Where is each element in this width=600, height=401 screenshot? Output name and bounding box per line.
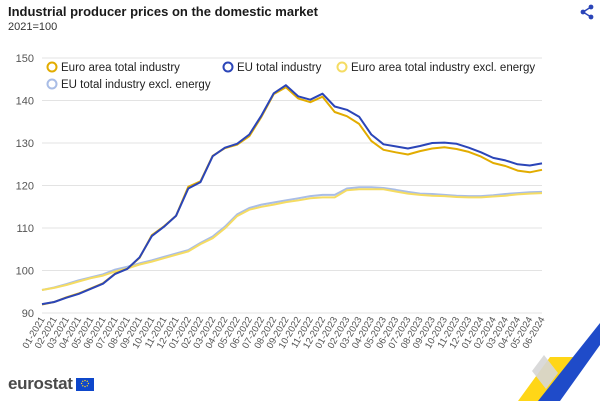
y-tick-label: 90 (22, 308, 34, 320)
legend-marker-0 (46, 61, 58, 73)
chart-subtitle: 2021=100 (8, 21, 58, 33)
logo-text: eurostat (8, 374, 73, 393)
eu-flag-icon (75, 377, 94, 391)
legend-label-1: EU total industry (237, 62, 322, 74)
series-line-3 (41, 186, 543, 291)
legend-marker-1 (222, 61, 234, 73)
eurostat-logo: eurostat (8, 374, 94, 393)
chart-title: Industrial producer prices on the domest… (8, 4, 318, 19)
legend-label-2: Euro area total industry excl. energy (351, 62, 535, 74)
legend-label-3: EU total industry excl. energy (61, 79, 211, 91)
series-line-1 (41, 84, 543, 306)
share-icon[interactable] (580, 4, 594, 20)
y-tick-label: 110 (16, 223, 34, 235)
y-tick-label: 130 (16, 138, 34, 150)
legend-marker-3 (46, 78, 58, 90)
decorative-stripes (518, 323, 600, 401)
series-line-2 (41, 188, 543, 291)
legend-marker-2 (336, 61, 348, 73)
legend-label-0: Euro area total industry (61, 62, 180, 74)
y-tick-label: 100 (16, 266, 34, 278)
y-tick-label: 150 (16, 53, 34, 65)
y-tick-label: 140 (16, 96, 34, 108)
y-tick-label: 120 (16, 181, 34, 193)
